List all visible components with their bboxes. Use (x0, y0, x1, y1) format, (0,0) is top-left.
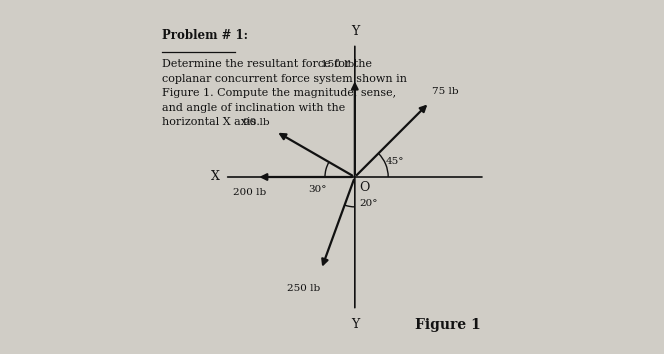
Text: 45°: 45° (386, 157, 404, 166)
Text: Determine the resultant force for the
coplanar concurrent force system shown in
: Determine the resultant force for the co… (161, 59, 406, 127)
Text: 20°: 20° (360, 199, 378, 208)
Text: 75 lb: 75 lb (432, 87, 458, 96)
Text: Problem # 1:: Problem # 1: (161, 29, 248, 42)
Text: 250 lb: 250 lb (287, 284, 320, 293)
Text: 150 lb: 150 lb (321, 60, 354, 69)
Text: Y: Y (351, 318, 359, 331)
Text: 200 lb: 200 lb (233, 188, 266, 197)
Text: 30°: 30° (309, 185, 327, 194)
Text: X: X (210, 171, 220, 183)
Text: Y: Y (351, 25, 359, 38)
Text: O: O (360, 181, 370, 194)
Text: Figure 1: Figure 1 (415, 318, 481, 332)
Text: 90 lb: 90 lb (243, 118, 270, 127)
